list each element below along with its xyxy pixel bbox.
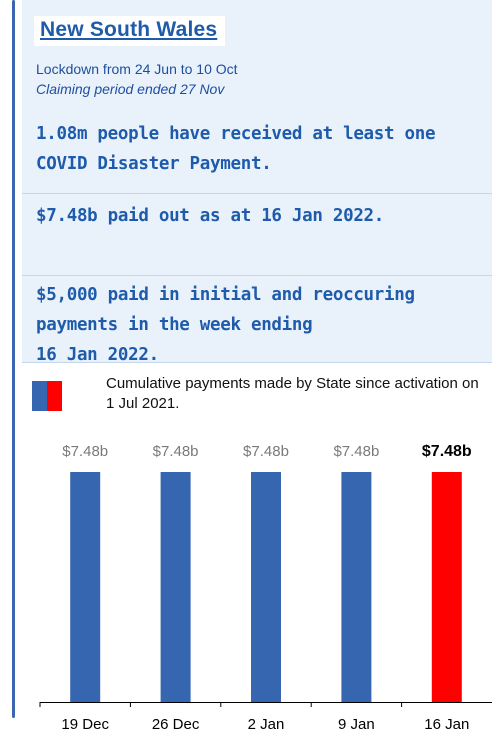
bar-26-dec	[160, 472, 191, 702]
divider	[22, 193, 492, 194]
divider	[22, 275, 492, 276]
x-tick-label: 2 Jan	[248, 716, 285, 733]
left-border	[12, 0, 15, 718]
bar-9-jan	[341, 472, 372, 702]
weekly-paid-text: $5,000 paid in initial and reoccuring pa…	[36, 285, 415, 335]
legend-swatch-icon	[32, 381, 62, 411]
bar-value-label: $7.48b	[422, 443, 472, 460]
x-tick-label: 9 Jan	[338, 716, 375, 733]
weekly-paid-stat: $5,000 paid in initial and reoccuring pa…	[36, 280, 476, 370]
bar-2-jan	[251, 472, 281, 702]
state-panel: New South Wales Lockdown from 24 Jun to …	[22, 0, 492, 733]
x-tick-label: 16 Jan	[424, 716, 469, 733]
legend-swatch-red	[47, 381, 62, 411]
legend-text: Cumulative payments made by State since …	[106, 375, 479, 412]
people-received-stat: 1.08m people have received at least one …	[36, 124, 436, 174]
weekly-paid-date: 16 Jan 2022.	[36, 345, 159, 365]
bar-19-dec	[70, 472, 101, 702]
bar-value-label: $7.48b	[243, 443, 289, 460]
legend-swatch-blue	[32, 381, 47, 411]
payments-bar-chart: $7.48b 19 Dec $7.48b 26 Dec $7.48b 2 Jan $7.48…	[39, 443, 492, 733]
title-tab: New South Wales	[34, 16, 226, 46]
claiming-period: Claiming period ended 27 Nov	[36, 81, 225, 97]
state-title[interactable]: New South Wales	[40, 18, 218, 41]
bar-value-label: $7.48b	[62, 443, 108, 460]
bar-16-jan	[431, 472, 462, 702]
divider	[22, 362, 492, 363]
x-tick-label: 26 Dec	[152, 716, 200, 733]
bar-value-label: $7.48b	[153, 443, 199, 460]
x-tick-label: 19 Dec	[61, 716, 109, 733]
bar-value-label: $7.48b	[333, 443, 379, 460]
total-paid-stat: $7.48b paid out as at 16 Jan 2022.	[36, 206, 385, 226]
summary-section: New South Wales Lockdown from 24 Jun to …	[22, 0, 492, 365]
lockdown-period: Lockdown from 24 Jun to 10 Oct	[36, 61, 238, 77]
